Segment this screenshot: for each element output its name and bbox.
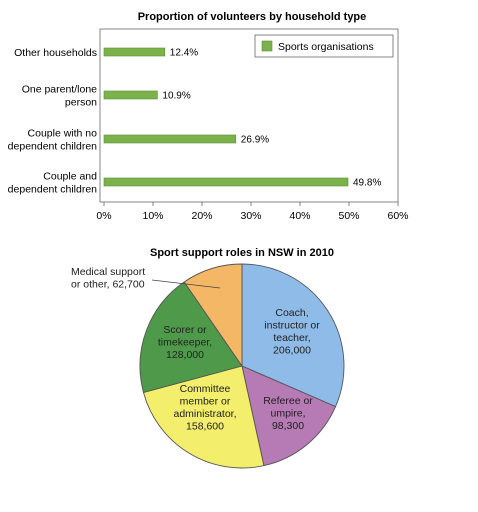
- category-label-line: Other households: [14, 47, 97, 59]
- pie-slice-label-line: Scorer or: [163, 324, 207, 336]
- bar-chart-title: Proportion of volunteers by household ty…: [138, 11, 367, 23]
- pie-slice-label-line: 158,600: [186, 421, 224, 433]
- category-label: Other households: [14, 47, 97, 59]
- pie-slice-label: Coach, instructor or teacher, 206,000: [264, 307, 320, 357]
- x-tick-label: 30%: [240, 210, 261, 222]
- category-label-line: Couple with no: [28, 128, 98, 140]
- pie-slice: [139, 281, 243, 394]
- pie-slice-label: Medical support or other, 62,700: [71, 266, 145, 291]
- pie-slice-label-line: Medical support: [71, 266, 145, 278]
- x-tick-label: 40%: [289, 210, 310, 222]
- category-label-line: dependent children: [8, 141, 97, 153]
- pie-slice-label-line: 98,300: [272, 420, 304, 432]
- category-label: Couple and dependent children: [8, 171, 97, 196]
- category-label: Couple with no dependent children: [8, 128, 97, 153]
- bar-chart: Proportion of volunteers by household ty…: [8, 11, 409, 222]
- pie-slice-label-line: instructor or: [264, 320, 320, 332]
- pie-chart-title: Sport support roles in NSW in 2010: [150, 247, 334, 259]
- category-label-line: person: [65, 97, 97, 109]
- pie-slice-label: Scorer or timekeeper, 128,000: [158, 324, 212, 361]
- pie-slice: [241, 263, 345, 408]
- pie-slice-label-line: 206,000: [273, 345, 311, 357]
- bar-value-label: 49.8%: [353, 178, 381, 189]
- legend-label: Sports organisations: [278, 41, 374, 53]
- pie-slice-label-line: administrator,: [173, 408, 236, 420]
- pie-slice-label-line: timekeeper,: [158, 337, 212, 349]
- legend-swatch: [261, 40, 273, 52]
- pie-slice-label: Referee or umpire, 98,300: [263, 395, 313, 432]
- category-label-line: dependent children: [8, 184, 97, 196]
- x-tick-label: 50%: [338, 210, 359, 222]
- bar-chart-legend: Sports organisations: [254, 34, 394, 58]
- legend-frame: [254, 34, 394, 58]
- x-tick-label: 0%: [96, 210, 111, 222]
- bar: [103, 47, 166, 57]
- pie-slice-label-line: member or: [180, 396, 231, 408]
- category-label: One parent/lone person: [22, 84, 97, 109]
- pie-slice-label-line: umpire,: [270, 408, 305, 420]
- bar: [103, 177, 349, 187]
- pie-slice-label-line: teacher,: [273, 332, 310, 344]
- bar-value-label: 12.4%: [170, 48, 198, 59]
- medical-leader-line: [151, 279, 221, 289]
- category-label-line: Couple and: [43, 171, 97, 183]
- x-tick-label: 20%: [191, 210, 212, 222]
- bar-category-labels: Other households One parent/lone person Cou…: [8, 47, 97, 196]
- pie-slice-label-line: Coach,: [275, 307, 308, 319]
- bar-value-label: 26.9%: [241, 135, 269, 146]
- bar-value-labels: 12.4% 10.9% 26.9% 49.8%: [162, 48, 381, 189]
- bar-x-ticks: 0% 10% 20% 30% 40% 50% 60%: [96, 202, 409, 222]
- bar-value-label: 10.9%: [162, 91, 190, 102]
- pie-slices: [139, 263, 345, 469]
- pie-slice-label-line: Referee or: [263, 395, 313, 407]
- pie-slice-label-line: Committee: [180, 383, 231, 395]
- category-label-line: One parent/lone: [22, 84, 97, 96]
- pie-slice: [142, 365, 265, 469]
- pie-slice-label: Committee member or administrator, 158,600: [173, 383, 236, 433]
- pie-slice: [183, 263, 243, 368]
- pie-slice-labels: Coach, instructor or teacher, 206,000 Refere…: [71, 266, 320, 433]
- bar: [103, 134, 237, 144]
- pie-slice-label-line: or other, 62,700: [71, 279, 145, 291]
- pie-slice: [241, 365, 337, 467]
- x-tick-label: 10%: [142, 210, 163, 222]
- bar: [103, 90, 158, 100]
- x-tick-label: 60%: [387, 210, 408, 222]
- pie-chart: Sport support roles in NSW in 2010 Coach…: [71, 247, 345, 469]
- pie-slice-label-line: 128,000: [166, 349, 204, 361]
- bar-marks: [103, 47, 349, 187]
- bar-chart-frame: [99, 28, 399, 203]
